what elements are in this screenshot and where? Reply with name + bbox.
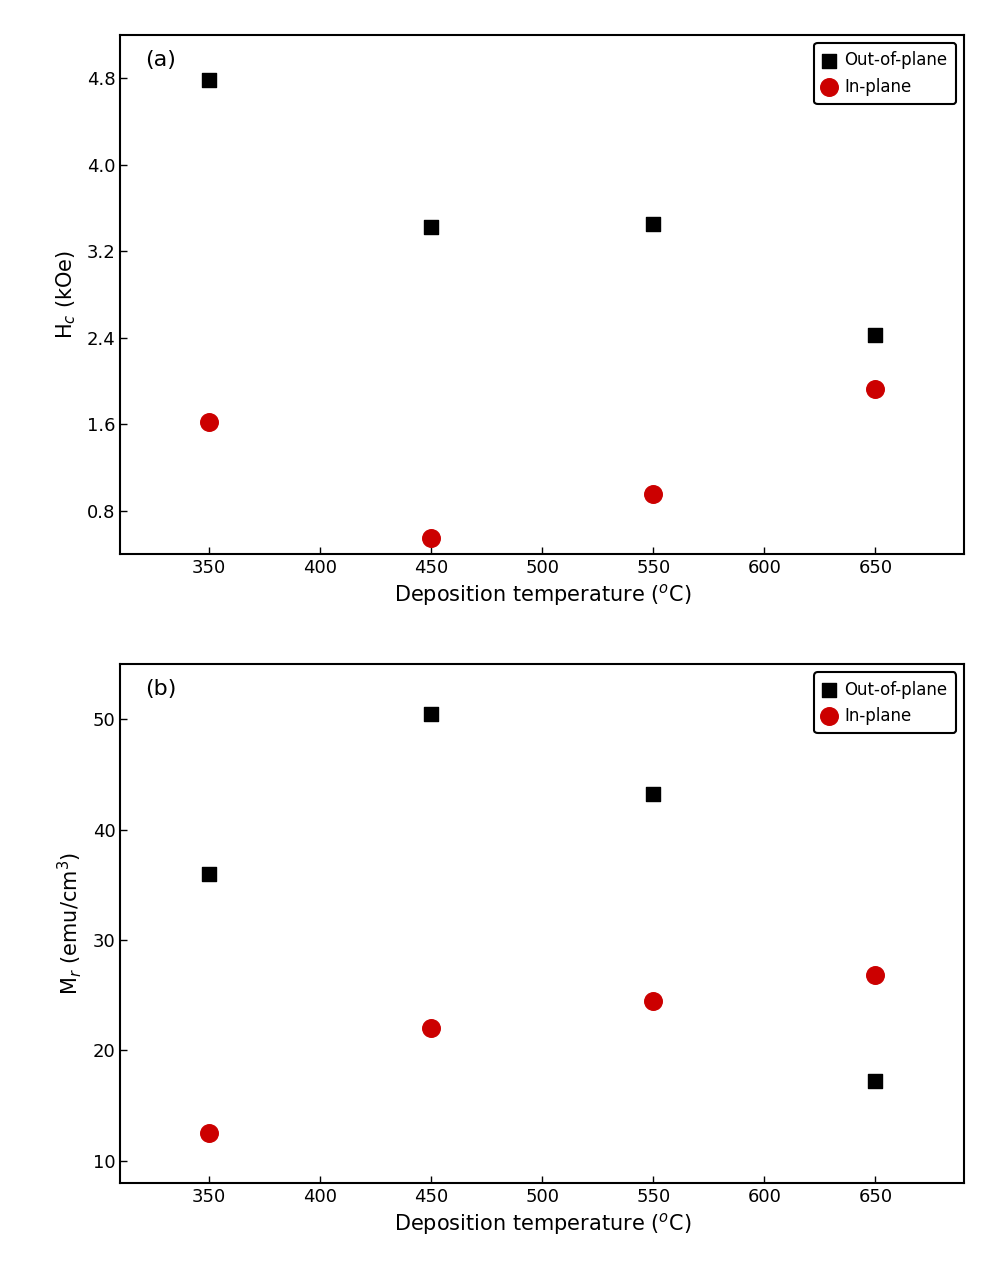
Out-of-plane xyxy=(645,213,661,234)
Y-axis label: H$_c$ (kOe): H$_c$ (kOe) xyxy=(55,249,78,339)
In-plane xyxy=(645,991,661,1011)
Out-of-plane xyxy=(424,217,440,238)
Y-axis label: M$_r$ (emu/cm$^3$): M$_r$ (emu/cm$^3$) xyxy=(56,852,84,995)
Out-of-plane xyxy=(424,703,440,723)
X-axis label: Deposition temperature ($^o$C): Deposition temperature ($^o$C) xyxy=(394,582,691,608)
Text: (a): (a) xyxy=(146,50,177,71)
In-plane xyxy=(867,379,883,400)
In-plane xyxy=(201,411,217,432)
Out-of-plane xyxy=(201,69,217,90)
Out-of-plane xyxy=(201,864,217,884)
Out-of-plane xyxy=(867,325,883,346)
Text: (b): (b) xyxy=(146,680,177,699)
Legend: Out-of-plane, In-plane: Out-of-plane, In-plane xyxy=(814,44,956,104)
In-plane xyxy=(424,527,440,547)
Out-of-plane xyxy=(867,1072,883,1092)
Out-of-plane xyxy=(645,784,661,804)
In-plane xyxy=(201,1123,217,1144)
In-plane xyxy=(645,484,661,505)
X-axis label: Deposition temperature ($^o$C): Deposition temperature ($^o$C) xyxy=(394,1212,691,1237)
In-plane xyxy=(424,1018,440,1038)
In-plane xyxy=(867,965,883,986)
Legend: Out-of-plane, In-plane: Out-of-plane, In-plane xyxy=(814,672,956,734)
